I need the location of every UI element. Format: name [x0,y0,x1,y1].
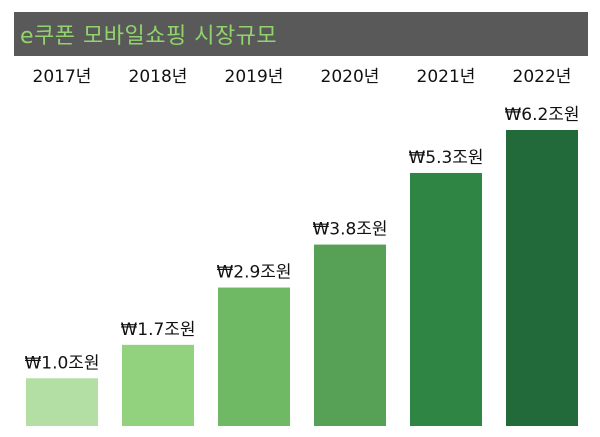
bar [314,245,386,426]
bar [26,378,98,426]
x-tick-label: 2022년 [513,67,572,87]
bar [506,130,578,426]
bar [218,288,290,426]
data-label: ₩1.7조원 [120,320,195,340]
data-label: ₩3.8조원 [312,220,387,240]
bar [410,173,482,426]
data-label: ₩6.2조원 [504,105,579,125]
data-label: ₩2.9조원 [216,263,291,283]
bar [122,345,194,426]
x-tick-label: 2019년 [225,67,284,87]
data-label: ₩5.3조원 [408,148,483,168]
x-tick-label: 2021년 [417,67,476,87]
bar-chart: 2017년 ₩1.0조원 2018년 ₩1.7조원 2019년 ₩2.9조원 2020년 ₩3… [0,0,600,437]
x-tick-label: 2020년 [321,67,380,87]
x-tick-label: 2018년 [129,67,188,87]
x-tick-label: 2017년 [33,67,92,87]
data-label: ₩1.0조원 [24,353,99,373]
